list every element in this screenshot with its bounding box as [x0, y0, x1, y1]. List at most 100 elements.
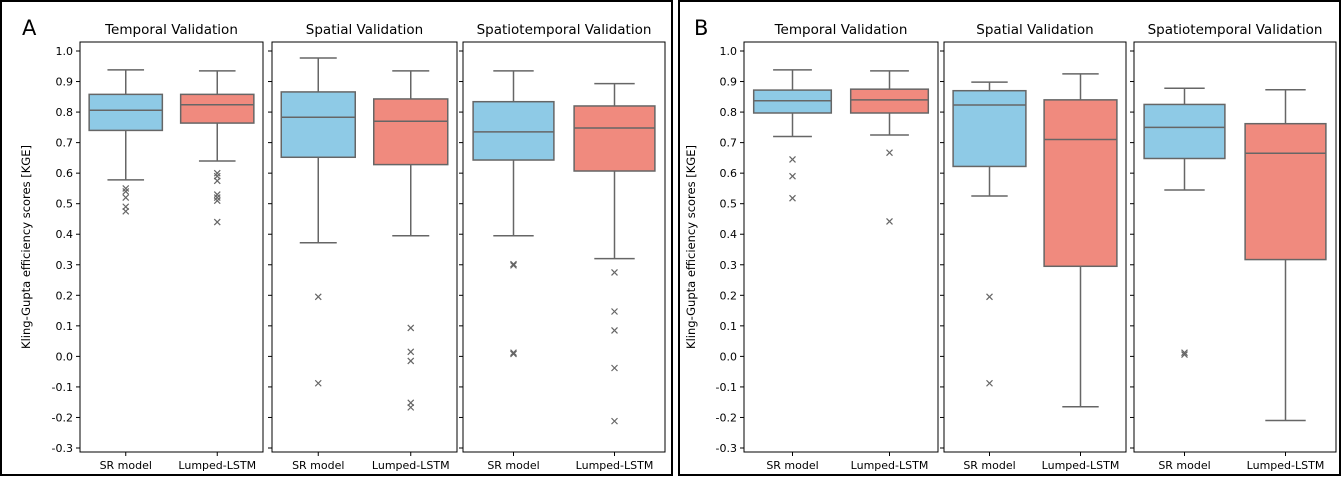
x-tick-label-0-1-0: SR model: [292, 459, 344, 472]
y-tick-label-1-11: 0.8: [720, 106, 738, 119]
figure-letter-a: A: [22, 16, 37, 40]
box-1-2-0: [1143, 103, 1226, 160]
panel-title-1-0: Temporal Validation: [774, 22, 908, 38]
outlier-0-0-0-0: [122, 184, 130, 192]
x-tick-label-0-2-0: SR model: [487, 459, 539, 472]
outlier-1-1-0-1: [986, 379, 993, 387]
box-1-2-1: [1244, 122, 1327, 261]
panel-frame-0-2: [462, 41, 666, 453]
y-tick-label-1-5: 0.2: [720, 289, 738, 302]
outlier-1-0-0-1: [789, 172, 796, 180]
y-axis-label-1: Kling-Gupta efficiency scores [KGE]: [684, 145, 698, 349]
box-0-2-1: [573, 105, 656, 172]
panel-title-1-1: Spatial Validation: [976, 22, 1093, 38]
y-tick-label-0-1: -0.2: [52, 411, 73, 424]
x-tick-label-0-0-0: SR model: [100, 459, 152, 472]
outlier-0-0-1-2: [213, 177, 221, 185]
box-1-0-0: [752, 89, 833, 114]
outlier-0-2-0-0: [510, 260, 517, 268]
y-tick-label-1-7: 0.4: [720, 228, 738, 241]
y-tick-label-0-8: 0.5: [56, 198, 74, 211]
y-tick-label-1-10: 0.7: [720, 137, 738, 150]
outlier-0-2-0-2: [510, 349, 517, 357]
panel-frame-1-2: [1133, 41, 1337, 453]
y-tick-label-1-2: -0.1: [716, 381, 737, 394]
y-tick-label-1-6: 0.3: [720, 259, 738, 272]
box-1-0-1: [849, 88, 930, 114]
y-tick-label-0-2: -0.1: [52, 381, 73, 394]
y-tick-label-0-0: -0.3: [52, 442, 73, 455]
x-tick-label-1-1-0: SR model: [963, 459, 1015, 472]
outlier-1-2-0-1: [1181, 351, 1188, 358]
panel-frame-1-1: [943, 41, 1127, 453]
outlier-1-0-0-0: [789, 155, 796, 163]
x-tick-label-0-2-1: Lumped-LSTM: [576, 459, 654, 472]
outlier-0-2-0-1: [510, 261, 517, 269]
outlier-0-0-0-4: [122, 207, 130, 215]
charts-layer: -0.3 -0.2 -0.1 0.0 0.1 0.2 0.3 0.4 0.5 0.6 0.7 0.8 0…: [19, 22, 1337, 472]
panel-frame-1-0: [743, 41, 939, 453]
outlier-0-2-0-3: [510, 350, 517, 358]
x-tick-label-0-1-1: Lumped-LSTM: [372, 459, 450, 472]
outlier-1-2-0-0: [1181, 349, 1188, 357]
y-tick-label-1-1: -0.2: [716, 411, 737, 424]
y-tick-label-0-3: 0.0: [56, 350, 74, 363]
outlier-0-2-1-4: [611, 417, 618, 425]
box-1-1-1: [1043, 99, 1118, 268]
box-0-2-0: [472, 100, 555, 161]
panel-frame-0-0: [79, 41, 264, 453]
panel-frame-0-1: [271, 41, 458, 453]
outlier-0-2-1-0: [611, 268, 618, 276]
y-tick-label-1-0: -0.3: [716, 442, 737, 455]
x-tick-label-1-2-0: SR model: [1158, 459, 1210, 472]
box-0-1-0: [280, 91, 356, 159]
outlier-1-0-1-0: [886, 149, 893, 157]
y-tick-label-0-13: 1.0: [56, 45, 74, 58]
outlier-0-1-0-1: [314, 379, 322, 387]
y-tick-label-1-8: 0.5: [720, 198, 738, 211]
y-tick-label-0-11: 0.8: [56, 106, 74, 119]
panel-title-0-0: Temporal Validation: [104, 22, 238, 38]
outlier-0-0-1-0: [213, 169, 221, 177]
outlier-1-0-1-1: [886, 217, 893, 225]
outlier-0-1-0-0: [314, 293, 322, 301]
box-1-1-0: [952, 89, 1027, 168]
y-tick-label-0-4: 0.1: [56, 320, 74, 333]
panel-title-0-2: Spatiotemporal Validation: [477, 22, 652, 38]
box-0-1-1: [373, 98, 449, 166]
y-tick-label-1-12: 0.9: [720, 76, 738, 89]
x-tick-label-1-1-1: Lumped-LSTM: [1042, 459, 1120, 472]
box-0-0-1: [179, 93, 255, 124]
outlier-1-0-0-2: [789, 194, 796, 202]
outlier-0-0-1-5: [213, 197, 221, 205]
panel-title-0-1: Spatial Validation: [306, 22, 423, 38]
y-tick-label-0-6: 0.3: [56, 259, 74, 272]
figure-frame-a: [0, 0, 673, 476]
outlier-0-1-1-2: [407, 357, 415, 365]
y-tick-label-0-9: 0.6: [56, 167, 74, 180]
panel-title-1-2: Spatiotemporal Validation: [1148, 22, 1323, 38]
outlier-1-1-0-0: [986, 293, 993, 301]
outlier-0-0-0-2: [122, 194, 130, 202]
outlier-0-2-1-3: [611, 364, 618, 372]
y-axis-label-0: Kling-Gupta efficiency scores [KGE]: [19, 145, 33, 349]
y-tick-label-1-9: 0.6: [720, 167, 738, 180]
outlier-0-0-1-4: [213, 194, 221, 202]
outlier-0-0-0-1: [122, 188, 130, 195]
x-tick-label-0-0-1: Lumped-LSTM: [178, 459, 256, 472]
outlier-0-1-1-0: [407, 324, 415, 332]
figure-frame-b: [678, 0, 1341, 476]
x-tick-label-1-0-0: SR model: [766, 459, 818, 472]
x-tick-label-1-2-1: Lumped-LSTM: [1247, 459, 1325, 472]
outlier-0-1-1-4: [407, 403, 415, 411]
y-tick-label-1-13: 1.0: [720, 45, 738, 58]
y-tick-label-1-3: 0.0: [720, 350, 738, 363]
outlier-0-0-1-6: [213, 218, 221, 226]
x-tick-label-1-0-1: Lumped-LSTM: [851, 459, 929, 472]
outlier-0-1-1-1: [407, 348, 415, 356]
y-tick-label-0-7: 0.4: [56, 228, 74, 241]
outlier-0-2-1-2: [611, 327, 618, 334]
figure-letter-b: B: [694, 16, 708, 40]
y-tick-label-0-5: 0.2: [56, 289, 74, 302]
